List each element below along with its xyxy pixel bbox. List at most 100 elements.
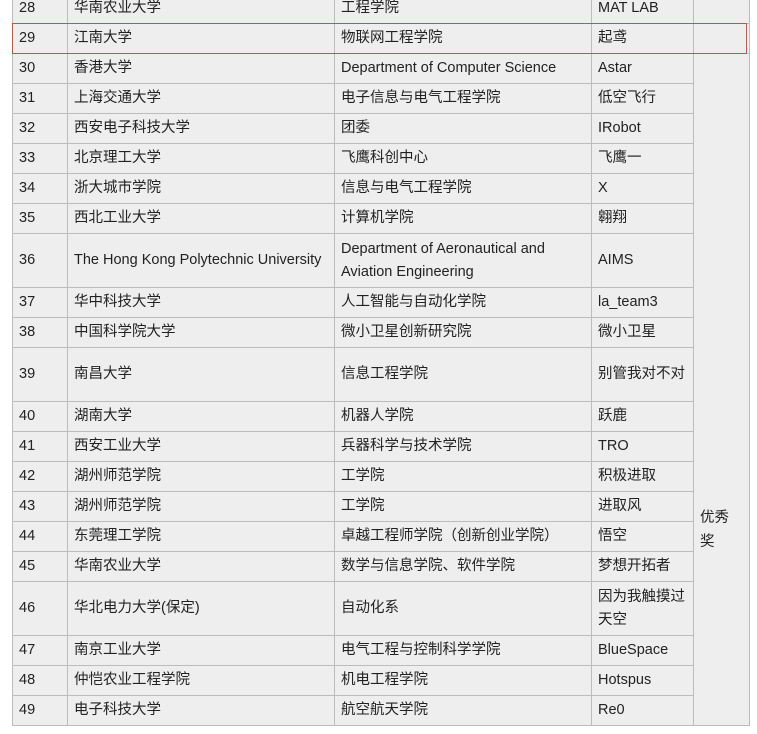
cell-college: 工程学院 <box>334 0 592 24</box>
cell-no: 45 <box>12 551 68 582</box>
cell-university: 华南农业大学 <box>67 0 335 24</box>
cell-university: 仲恺农业工程学院 <box>67 665 335 696</box>
cell-no: 34 <box>12 173 68 204</box>
cell-team: Re0 <box>591 695 694 726</box>
cell-team: MAT LAB <box>591 0 694 24</box>
table-row: 36 The Hong Kong Polytechnic University De… <box>12 233 750 288</box>
cell-university: The Hong Kong Polytechnic University <box>67 233 335 288</box>
cell-college: Department of Aeronautical and Aviation … <box>334 233 592 288</box>
cell-college: 计算机学院 <box>334 203 592 234</box>
cell-no: 28 <box>12 0 68 24</box>
cell-university: 南昌大学 <box>67 347 335 402</box>
cell-no: 33 <box>12 143 68 174</box>
cell-university: 华中科技大学 <box>67 287 335 318</box>
table-row: 28 华南农业大学 工程学院 MAT LAB <box>12 0 750 24</box>
cell-no: 30 <box>12 53 68 84</box>
cell-team: IRobot <box>591 113 694 144</box>
cell-college: 人工智能与自动化学院 <box>334 287 592 318</box>
cell-university: 华北电力大学(保定) <box>67 581 335 636</box>
cell-college: 工学院 <box>334 461 592 492</box>
cell-award-empty <box>693 0 750 24</box>
cell-university: 西安电子科技大学 <box>67 113 335 144</box>
table-row: 39 南昌大学 信息工程学院 别管我对不对 <box>12 347 750 402</box>
cell-university: 中国科学院大学 <box>67 317 335 348</box>
table-row: 41 西安工业大学 兵器科学与技术学院 TRO <box>12 431 750 462</box>
cell-team: Hotspus <box>591 665 694 696</box>
table-row: 42 湖州师范学院 工学院 积极进取 <box>12 461 750 492</box>
table-row: 31 上海交通大学 电子信息与电气工程学院 低空飞行 <box>12 83 750 114</box>
cell-college: 兵器科学与技术学院 <box>334 431 592 462</box>
cell-team: AIMS <box>591 233 694 288</box>
cell-team: 别管我对不对 <box>591 347 694 402</box>
cell-college: 机器人学院 <box>334 401 592 432</box>
cell-no: 35 <box>12 203 68 234</box>
cell-no: 29 <box>12 23 68 54</box>
cell-university: 湖南大学 <box>67 401 335 432</box>
cell-no: 36 <box>12 233 68 288</box>
table-row: 46 华北电力大学(保定) 自动化系 因为我触摸过天空 <box>12 581 750 636</box>
cell-university: 西安工业大学 <box>67 431 335 462</box>
cell-university: 上海交通大学 <box>67 83 335 114</box>
cell-team: la_team3 <box>591 287 694 318</box>
cell-college: 机电工程学院 <box>334 665 592 696</box>
cell-no: 46 <box>12 581 68 636</box>
cell-college: 自动化系 <box>334 581 592 636</box>
cell-college: 微小卫星创新研究院 <box>334 317 592 348</box>
cell-no: 49 <box>12 695 68 726</box>
results-table-container: 28 华南农业大学 工程学院 MAT LAB 29 江南大学 物联网工程学院 起鸢 30 香港大学… <box>12 0 750 726</box>
table-row: 32 西安电子科技大学 团委 IRobot <box>12 113 750 144</box>
table-row: 35 西北工业大学 计算机学院 翱翔 <box>12 203 750 234</box>
cell-university: 西北工业大学 <box>67 203 335 234</box>
cell-no: 43 <box>12 491 68 522</box>
cell-no: 44 <box>12 521 68 552</box>
cell-no: 42 <box>12 461 68 492</box>
cell-university: 南京工业大学 <box>67 635 335 666</box>
cell-university: 北京理工大学 <box>67 143 335 174</box>
cell-no: 32 <box>12 113 68 144</box>
cell-university: 湖州师范学院 <box>67 461 335 492</box>
table-row: 29 江南大学 物联网工程学院 起鸢 <box>12 23 750 54</box>
table-row: 40 湖南大学 机器人学院 跃鹿 <box>12 401 750 432</box>
results-table: 28 华南农业大学 工程学院 MAT LAB 29 江南大学 物联网工程学院 起鸢 30 香港大学… <box>12 0 750 726</box>
cell-team: 翱翔 <box>591 203 694 234</box>
cell-team: TRO <box>591 431 694 462</box>
table-row: 33 北京理工大学 飞鹰科创中心 飞鹰一 <box>12 143 750 174</box>
cell-award: 优秀奖 <box>693 53 750 726</box>
cell-college: Department of Computer Science <box>334 53 592 84</box>
cell-university: 香港大学 <box>67 53 335 84</box>
table-row: 45 华南农业大学 数学与信息学院、软件学院 梦想开拓者 <box>12 551 750 582</box>
cell-university: 东莞理工学院 <box>67 521 335 552</box>
cell-university: 浙大城市学院 <box>67 173 335 204</box>
cell-no: 40 <box>12 401 68 432</box>
table-row: 34 浙大城市学院 信息与电气工程学院 X <box>12 173 750 204</box>
cell-no: 38 <box>12 317 68 348</box>
cell-team: Astar <box>591 53 694 84</box>
table-row: 38 中国科学院大学 微小卫星创新研究院 微小卫星 <box>12 317 750 348</box>
cell-college: 飞鹰科创中心 <box>334 143 592 174</box>
cell-team: 飞鹰一 <box>591 143 694 174</box>
cell-no: 47 <box>12 635 68 666</box>
cell-team: 起鸢 <box>591 23 694 54</box>
cell-college: 航空航天学院 <box>334 695 592 726</box>
cell-team: BlueSpace <box>591 635 694 666</box>
cell-team: X <box>591 173 694 204</box>
table-row: 49 电子科技大学 航空航天学院 Re0 <box>12 695 750 726</box>
cell-team: 进取风 <box>591 491 694 522</box>
cell-university: 江南大学 <box>67 23 335 54</box>
cell-college: 卓越工程师学院（创新创业学院） <box>334 521 592 552</box>
cell-college: 电子信息与电气工程学院 <box>334 83 592 114</box>
cell-college: 电气工程与控制科学学院 <box>334 635 592 666</box>
cell-college: 信息与电气工程学院 <box>334 173 592 204</box>
cell-college: 物联网工程学院 <box>334 23 592 54</box>
cell-no: 31 <box>12 83 68 114</box>
cell-college: 团委 <box>334 113 592 144</box>
cell-college: 数学与信息学院、软件学院 <box>334 551 592 582</box>
cell-university: 湖州师范学院 <box>67 491 335 522</box>
cell-team: 微小卫星 <box>591 317 694 348</box>
table-row: 48 仲恺农业工程学院 机电工程学院 Hotspus <box>12 665 750 696</box>
cell-college: 工学院 <box>334 491 592 522</box>
cell-team: 积极进取 <box>591 461 694 492</box>
cell-award-empty <box>693 23 750 54</box>
cell-no: 37 <box>12 287 68 318</box>
table-row: 44 东莞理工学院 卓越工程师学院（创新创业学院） 悟空 <box>12 521 750 552</box>
